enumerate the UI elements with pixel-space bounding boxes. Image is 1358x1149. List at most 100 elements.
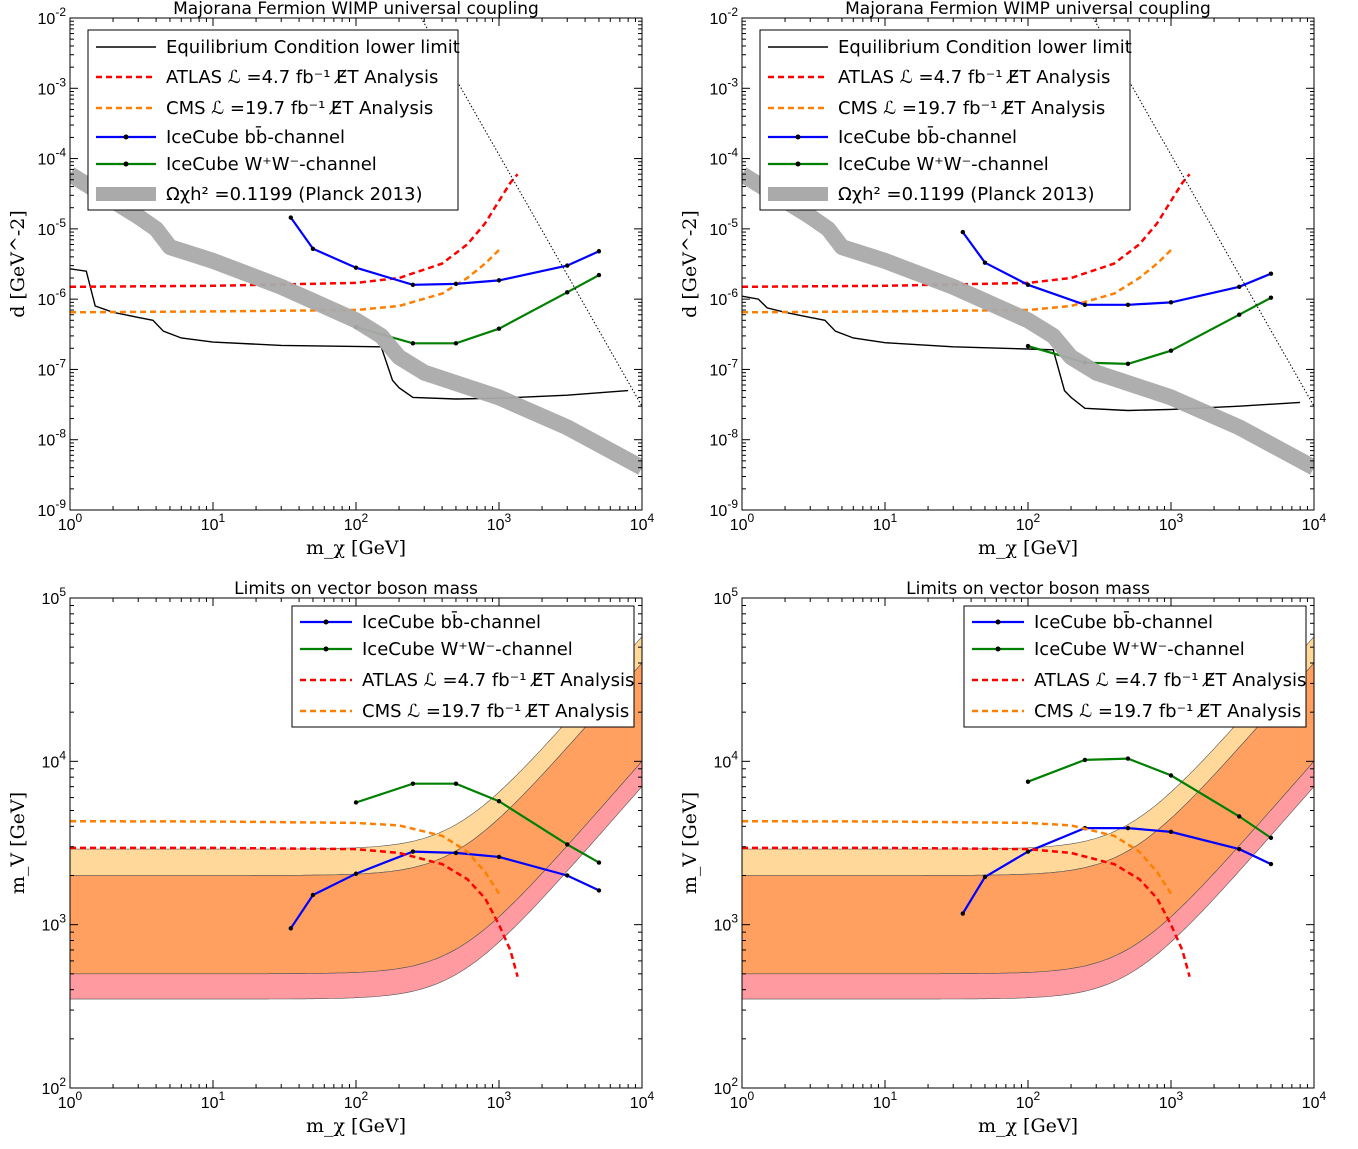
data-point bbox=[565, 842, 570, 847]
axis-ticks bbox=[741, 597, 1315, 1089]
y-axis-label: m_V [GeV] bbox=[679, 792, 701, 894]
x-axis-label: m_χ [GeV] bbox=[978, 1115, 1078, 1137]
legend-label: IceCube W⁺W⁻-channel bbox=[838, 154, 1049, 175]
y-tick-label: 10-2 bbox=[38, 5, 67, 28]
data-point bbox=[310, 892, 316, 898]
x-tick-label: 100 bbox=[730, 1089, 755, 1112]
data-point bbox=[496, 326, 502, 331]
legend-marker bbox=[795, 134, 801, 140]
legend-box bbox=[759, 29, 1131, 211]
legend-box bbox=[87, 29, 459, 211]
y-tick-label: 10-3 bbox=[710, 75, 739, 98]
data-point bbox=[565, 263, 570, 268]
series-icecube-bb-channel bbox=[961, 231, 1272, 306]
series-cms-19-7-fb-e-t-analysis bbox=[742, 819, 1173, 895]
data-point bbox=[1125, 756, 1131, 761]
band-region bbox=[70, 760, 642, 1000]
y-tick-label: 104 bbox=[714, 748, 739, 771]
x-tick-label: 100 bbox=[730, 511, 755, 534]
data-point bbox=[410, 282, 416, 287]
legend-label: IceCube W⁺W⁻-channel bbox=[362, 639, 573, 660]
data-point bbox=[1168, 773, 1174, 778]
chart-title: Limits on vector boson mass bbox=[234, 579, 478, 599]
data-point bbox=[310, 246, 316, 252]
series-icecube-bb-channel bbox=[289, 216, 600, 286]
data-point bbox=[410, 849, 416, 854]
series-h-0-1199-planck-2013 bbox=[742, 167, 1314, 475]
y-tick-label: 10-4 bbox=[710, 146, 739, 169]
x-tick-label: 103 bbox=[487, 511, 512, 534]
series-guide-line-6 bbox=[1092, 18, 1314, 407]
data-point bbox=[1025, 849, 1031, 854]
x-tick-label: 104 bbox=[1302, 511, 1327, 534]
x-tick-label: 101 bbox=[201, 1089, 226, 1112]
legend-label: CMS ℒ =19.7 fb⁻¹ E̸T Analysis bbox=[362, 701, 629, 722]
legend-label: Equilibrium Condition lower limit bbox=[838, 37, 1132, 58]
data-point bbox=[960, 229, 966, 235]
x-tick-label: 103 bbox=[487, 1089, 512, 1112]
legend: Equilibrium Condition lower limit ATLAS ℒ… bbox=[759, 29, 1132, 211]
plot-area bbox=[70, 636, 642, 1000]
data-point bbox=[1168, 348, 1174, 353]
data-point bbox=[1237, 312, 1242, 317]
data-point bbox=[410, 781, 416, 786]
legend-label: Equilibrium Condition lower limit bbox=[166, 37, 460, 58]
legend: IceCube bb̄-channel IceCube W⁺W⁻-channel A… bbox=[291, 605, 635, 728]
y-tick-label: 10-5 bbox=[710, 216, 739, 239]
legend-marker bbox=[995, 619, 1001, 625]
legend-box bbox=[963, 605, 1307, 728]
legend-label: IceCube bb̄-channel bbox=[1034, 611, 1213, 633]
data-point bbox=[410, 341, 416, 346]
y-tick-label: 10-8 bbox=[38, 427, 67, 450]
legend-marker bbox=[323, 619, 329, 625]
legend-label: IceCube bb̄-channel bbox=[166, 126, 345, 148]
x-axis-label: m_χ [GeV] bbox=[306, 1115, 406, 1137]
data-point bbox=[453, 281, 459, 287]
data-point bbox=[1125, 825, 1131, 831]
data-point bbox=[453, 850, 459, 856]
x-tick-label: 101 bbox=[201, 511, 226, 534]
data-point bbox=[1125, 302, 1131, 308]
series-cms-19-7-fb-e-t-analysis bbox=[70, 249, 500, 314]
data-point bbox=[982, 260, 988, 265]
series-icecube-w-w-channel bbox=[355, 782, 600, 864]
x-tick-label: 102 bbox=[344, 511, 369, 534]
y-tick-label: 10-7 bbox=[710, 356, 739, 379]
legend-label: Ωχh² =0.1199 (Planck 2013) bbox=[166, 184, 422, 205]
data-point bbox=[565, 873, 570, 878]
x-tick-label: 102 bbox=[1016, 511, 1041, 534]
data-point bbox=[353, 800, 359, 805]
legend-label: ATLAS ℒ =4.7 fb⁻¹ E̸T Analysis bbox=[1034, 670, 1306, 691]
data-point bbox=[1268, 861, 1274, 867]
x-tick-label: 100 bbox=[58, 1089, 83, 1112]
axis-ticks bbox=[69, 17, 643, 511]
legend-label: ATLAS ℒ =4.7 fb⁻¹ E̸T Analysis bbox=[838, 67, 1110, 88]
series-icecube-w-w-channel bbox=[355, 274, 600, 345]
data-point bbox=[496, 799, 502, 804]
y-tick-label: 10-9 bbox=[710, 497, 739, 520]
y-tick-label: 105 bbox=[714, 585, 739, 608]
legend-label: IceCube W⁺W⁻-channel bbox=[166, 154, 377, 175]
series-icecube-bb-channel bbox=[961, 827, 1272, 915]
legend-label: CMS ℒ =19.7 fb⁻¹ E̸T Analysis bbox=[166, 98, 433, 119]
y-tick-label: 10-9 bbox=[38, 497, 67, 520]
x-tick-label: 100 bbox=[58, 511, 83, 534]
x-tick-label: 102 bbox=[344, 1089, 369, 1112]
data-point bbox=[1237, 814, 1242, 819]
chart-panel-top-right: 100 101 102 103 104 10-9 10-8 10-7 10-6 10-5 10-4 1… bbox=[679, 0, 1327, 559]
y-tick-label: 10-4 bbox=[38, 146, 67, 169]
series-h-0-1199-planck-2013 bbox=[70, 167, 642, 475]
series-atlas-4-7-fb-e-t-analysis bbox=[70, 846, 519, 978]
x-tick-label: 101 bbox=[873, 1089, 898, 1112]
chart-panel-bottom-left: 100 101 102 103 104 102 103 104 105 Limits on vec… bbox=[7, 579, 655, 1137]
data-point bbox=[288, 926, 294, 931]
chart-panel-top-left: 100 101 102 103 104 10-9 10-8 10-7 10-6 10-5 10-4 1… bbox=[7, 0, 655, 559]
x-tick-label: 102 bbox=[1016, 1089, 1041, 1112]
data-point bbox=[496, 854, 502, 860]
legend: IceCube bb̄-channel IceCube W⁺W⁻-channel A… bbox=[963, 605, 1307, 728]
series-icecube-w-w-channel bbox=[1027, 757, 1272, 839]
y-tick-label: 10-2 bbox=[710, 5, 739, 28]
data-point bbox=[1125, 361, 1131, 367]
data-point bbox=[1268, 835, 1274, 841]
